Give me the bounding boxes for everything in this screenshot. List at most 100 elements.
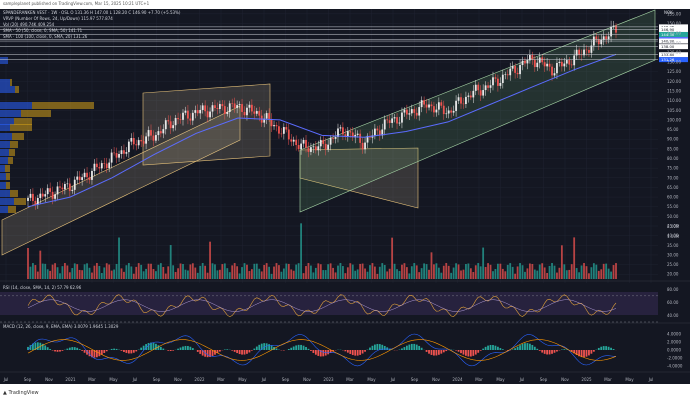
volume-bar [332, 268, 334, 279]
volume-bar [295, 265, 297, 279]
volume-bar [502, 269, 504, 279]
macd-histogram-bar [310, 350, 312, 351]
candle-body [278, 126, 280, 133]
volume-bar [204, 266, 206, 279]
volume-bar [386, 271, 388, 279]
price-tick-label: 150.00 [667, 21, 681, 26]
macd-histogram-bar [59, 350, 61, 352]
macd-histogram-bar [495, 346, 497, 350]
volume-profile-up-row [0, 190, 10, 197]
macd-histogram-bar [455, 350, 457, 351]
macd-histogram-bar [84, 350, 86, 353]
time-tick-label: 2022 [194, 377, 205, 382]
volume-bar [27, 248, 29, 279]
time-tick-label: 2023 [323, 377, 334, 382]
time-tick-label: May [625, 377, 634, 382]
volume-bar [359, 264, 361, 279]
volume-bar [194, 268, 196, 279]
macd-histogram-bar [197, 350, 199, 352]
volume-profile-down-row [15, 86, 19, 93]
candle-body [108, 163, 110, 169]
volume-bar [271, 274, 273, 279]
candle-body [192, 113, 194, 121]
watermark-text: TradingView [8, 390, 38, 396]
volume-bar [111, 271, 113, 279]
candle-body [465, 97, 467, 104]
rsi-tick-label: 60.00 [667, 300, 679, 305]
macd-histogram-bar [305, 347, 307, 350]
time-tick-label: Mar [88, 377, 96, 382]
macd-histogram-bar [47, 347, 49, 350]
macd-histogram-bar [244, 350, 246, 355]
candle-body [49, 188, 51, 192]
volume-bar [440, 273, 442, 279]
volume-bar [57, 267, 59, 279]
candle-body [394, 117, 396, 118]
candle-body [571, 65, 573, 66]
macd-histogram-bar [214, 350, 216, 355]
candle-body [450, 110, 452, 112]
candle-body [121, 150, 123, 154]
volume-bar [487, 263, 489, 279]
volume-bar [465, 264, 467, 279]
volume-bar [327, 264, 329, 279]
macd-histogram-bar [431, 350, 433, 355]
candle-body [320, 140, 322, 146]
time-tick-label: Nov [561, 377, 569, 382]
candle-body [514, 66, 516, 73]
candle-body [217, 108, 219, 109]
volume-bar [135, 267, 137, 279]
candle-body [416, 113, 418, 116]
time-tick-label: 2024 [452, 377, 463, 382]
macd-histogram-bar [600, 347, 602, 350]
candle-body [229, 103, 231, 112]
candle-body [408, 113, 410, 114]
volume-bar [539, 264, 541, 279]
volume-bar [175, 272, 177, 279]
time-tick-label: May [367, 377, 376, 382]
macd-histogram-bar [160, 347, 162, 350]
candle-body [44, 194, 46, 196]
price-tick-label: 25.00 [667, 262, 679, 267]
volume-bar [76, 264, 78, 279]
volume-bar [86, 263, 88, 279]
candle-body [157, 131, 159, 135]
published-line: sampleplanet published on TradingView.co… [3, 1, 149, 6]
price-tick-label: 130.00 [667, 60, 681, 65]
candle-body [69, 184, 71, 191]
volume-bar [207, 273, 209, 279]
macd-label: MACD (12, 26, close, 9, EMA, EMA) 3.0079… [3, 324, 118, 329]
volume-bar [497, 264, 499, 279]
candle-body [600, 40, 602, 44]
volume-bar [79, 270, 81, 279]
macd-histogram-bar [295, 345, 297, 350]
candle-body [165, 120, 167, 129]
macd-histogram-bar [608, 347, 610, 350]
candle-body [285, 127, 287, 129]
volume-bar [180, 263, 182, 279]
volume-bar [81, 270, 83, 279]
candle-body [539, 57, 541, 62]
candle-body [445, 114, 447, 115]
time-tick-label: Jul [648, 377, 654, 382]
rsi-pane [0, 283, 658, 323]
macd-histogram-bar [384, 346, 386, 350]
candle-body [34, 201, 36, 205]
macd-histogram-bar [288, 349, 290, 350]
candle-body [396, 117, 398, 123]
macd-histogram-bar [472, 350, 474, 356]
candle-body [504, 74, 506, 75]
candle-body [32, 194, 34, 201]
volume-bar [305, 266, 307, 279]
candle-body [153, 136, 155, 141]
macd-histogram-bar [219, 350, 221, 352]
candle-body [126, 152, 128, 154]
candle-body [231, 103, 233, 104]
macd-histogram-bar [81, 350, 83, 351]
candle-body [480, 90, 482, 95]
volume-bar [517, 266, 519, 279]
volume-bar [372, 263, 374, 279]
macd-histogram-bar [308, 349, 310, 350]
volume-bar [182, 264, 184, 279]
candle-body [128, 142, 130, 153]
